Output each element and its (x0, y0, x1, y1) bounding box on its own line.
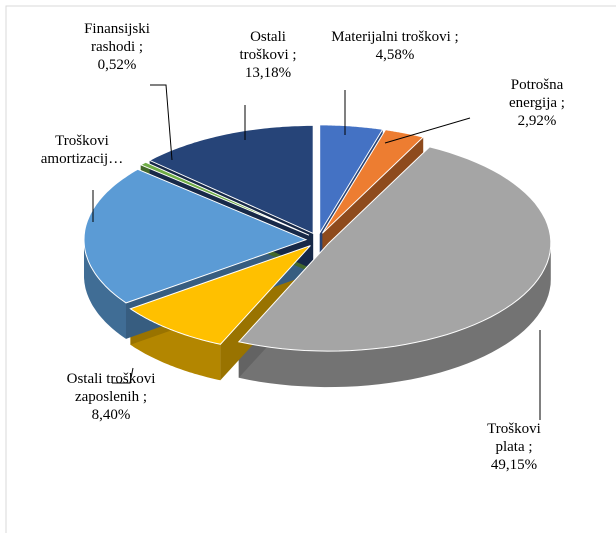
slice (322, 129, 425, 234)
data-label: Troškovi plata ; 49,15% (487, 421, 541, 473)
leader-line (384, 117, 471, 144)
leader-line (112, 367, 134, 384)
slice-side (84, 239, 126, 339)
data-label: Finansijski rashodi ; 0,52% (84, 21, 150, 73)
slice (83, 168, 308, 304)
slice (140, 161, 310, 236)
slice (319, 124, 384, 235)
data-label: Troškovi amortizacij… (40, 133, 124, 167)
slice (129, 245, 311, 345)
chart-border (5, 5, 616, 533)
slice (148, 124, 314, 235)
data-label: Materijalni troškovi ; 4,58% (331, 29, 459, 63)
slice (237, 146, 552, 352)
data-label: Ostali troškovi ; 13,18% (239, 29, 297, 81)
data-label: Ostali troškovi zaposlenih ; 8,40% (66, 371, 156, 423)
data-label: Potrošna energija ; 2,92% (509, 77, 565, 129)
leader-line (150, 84, 173, 161)
